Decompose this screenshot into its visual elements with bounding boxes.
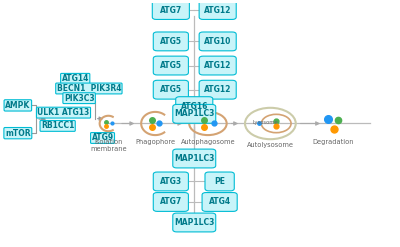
Text: ATG12: ATG12	[204, 5, 231, 15]
FancyBboxPatch shape	[153, 56, 188, 75]
Text: ATG16: ATG16	[180, 102, 208, 111]
Text: ATG5: ATG5	[160, 85, 182, 94]
Text: PIK3C3: PIK3C3	[64, 94, 94, 103]
Text: Degradation: Degradation	[312, 139, 354, 145]
FancyBboxPatch shape	[199, 56, 236, 75]
FancyBboxPatch shape	[176, 97, 213, 116]
FancyBboxPatch shape	[173, 149, 216, 168]
FancyBboxPatch shape	[199, 0, 236, 20]
Text: ATG3: ATG3	[160, 177, 182, 186]
Text: Isolation
membrane: Isolation membrane	[90, 139, 127, 152]
FancyBboxPatch shape	[153, 172, 188, 191]
Text: Autophagosome: Autophagosome	[181, 139, 235, 145]
FancyBboxPatch shape	[153, 80, 188, 99]
Text: ATG7: ATG7	[160, 197, 182, 206]
Text: ATG10: ATG10	[204, 37, 231, 46]
FancyBboxPatch shape	[199, 80, 236, 99]
Text: PE: PE	[214, 177, 225, 186]
Text: ATG12: ATG12	[204, 85, 231, 94]
Text: Lysosome: Lysosome	[253, 120, 278, 125]
Text: ATG12: ATG12	[204, 61, 231, 70]
Text: MAP1LC3: MAP1LC3	[174, 109, 214, 118]
Text: RB1CC1: RB1CC1	[41, 122, 74, 130]
FancyBboxPatch shape	[153, 193, 188, 211]
FancyBboxPatch shape	[202, 193, 237, 211]
Text: MAP1LC3: MAP1LC3	[174, 154, 214, 163]
FancyBboxPatch shape	[205, 172, 234, 191]
FancyBboxPatch shape	[153, 32, 188, 51]
Text: ATG14: ATG14	[62, 74, 89, 83]
Text: Autolysosome: Autolysosome	[247, 142, 294, 148]
FancyBboxPatch shape	[152, 0, 189, 20]
Text: ATG5: ATG5	[160, 37, 182, 46]
Text: mTOR: mTOR	[5, 129, 31, 138]
FancyBboxPatch shape	[173, 213, 216, 232]
Text: BECN1  PIK3R4: BECN1 PIK3R4	[57, 84, 121, 93]
Text: ATG4: ATG4	[208, 197, 231, 206]
Text: ATG5: ATG5	[160, 61, 182, 70]
Text: AMPK: AMPK	[5, 101, 30, 110]
Text: ULK1 ATG13: ULK1 ATG13	[37, 108, 90, 117]
Text: ATG7: ATG7	[160, 5, 182, 15]
FancyBboxPatch shape	[199, 32, 236, 51]
Text: Phagophore: Phagophore	[135, 139, 175, 145]
Text: ATG9: ATG9	[92, 133, 114, 143]
Text: MAP1LC3: MAP1LC3	[174, 218, 214, 227]
FancyBboxPatch shape	[173, 104, 216, 123]
